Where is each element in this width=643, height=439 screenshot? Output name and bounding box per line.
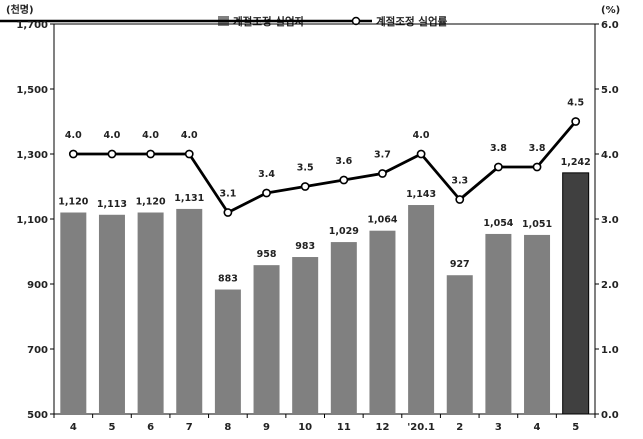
bar-data-label: 1,143 (406, 189, 436, 200)
line-point (339, 175, 349, 185)
bar-data-label: 983 (295, 241, 315, 252)
x-axis: 4 5 6 7 8 9 10 11 12 '20.1 2 3 4 5 (53, 414, 596, 433)
x-tick-label: 10 (298, 422, 312, 433)
left-tick-label: 1,300 (16, 150, 48, 161)
line-point (146, 149, 156, 159)
legend: 계절조정 실업자 계절조정 실업률 (0, 15, 448, 28)
x-tick-label: 2 (456, 422, 463, 433)
bar (485, 233, 512, 414)
line-data-label: 3.8 (490, 143, 507, 154)
right-axis: 0.0 1.0 2.0 3.0 4.0 5.0 6.0 (595, 20, 619, 421)
bar-data-label: 1,054 (483, 218, 513, 229)
right-tick-label: 1.0 (601, 345, 619, 356)
line-data-label: 3.3 (451, 176, 468, 187)
bar (562, 172, 590, 415)
line-data-label: 4.5 (567, 98, 584, 109)
right-axis-unit: (%) (601, 5, 620, 16)
legend-line-label: 계절조정 실업률 (376, 15, 448, 28)
right-tick-label: 2.0 (601, 280, 619, 291)
bar-data-label: 958 (257, 249, 277, 260)
plot-area (53, 23, 596, 415)
line-point (455, 195, 465, 204)
line-data-label: 3.5 (297, 163, 314, 174)
x-tick-label: 7 (186, 422, 193, 433)
bar (214, 289, 241, 414)
bar-data-label: 1,113 (97, 199, 127, 210)
x-tick-label: 4 (70, 422, 77, 433)
line-data-label: 4.0 (104, 130, 121, 141)
line-data-label: 3.8 (529, 143, 546, 154)
bar-data-label: 883 (218, 274, 238, 285)
bar (98, 214, 125, 414)
line-data-label: 3.1 (219, 189, 236, 200)
x-tick-label: 11 (337, 422, 351, 433)
bar (446, 275, 473, 414)
line-point (300, 182, 310, 191)
line-point (223, 208, 233, 217)
x-tick-label: 5 (572, 422, 579, 433)
right-tick-label: 5.0 (601, 85, 619, 96)
line-data-label: 4.0 (181, 130, 198, 141)
legend-line-marker (351, 16, 361, 26)
left-tick-label: 1,500 (16, 85, 48, 96)
right-tick-label: 3.0 (601, 215, 619, 226)
bar-data-label: 1,029 (329, 226, 359, 237)
bar (137, 212, 164, 414)
line-point (416, 149, 426, 159)
bar-data-label: 1,131 (174, 193, 204, 204)
bar-data-label: 1,064 (367, 215, 397, 226)
line-data-label: 3.7 (374, 150, 391, 161)
line-data-label: 4.0 (65, 130, 82, 141)
line-series (68, 117, 581, 217)
line-point (107, 149, 117, 159)
x-tick-label: 3 (495, 422, 502, 433)
x-tick-label: '20.1 (407, 422, 435, 433)
line-point (378, 169, 387, 178)
x-tick-label: 5 (108, 422, 115, 433)
line-point (262, 188, 271, 198)
bar (60, 212, 87, 414)
left-tick-label: 1,100 (16, 215, 48, 226)
right-tick-label: 6.0 (601, 20, 619, 31)
left-tick-label: 900 (27, 280, 48, 291)
line-path (73, 120, 577, 214)
line-point (184, 149, 194, 159)
bar (524, 234, 551, 414)
bar-data-label: 1,120 (136, 197, 166, 208)
bar-data-label: 927 (450, 259, 470, 270)
line-point (532, 162, 542, 172)
bar (330, 242, 357, 414)
x-tick-label: 6 (147, 422, 154, 433)
line-data-label: 3.4 (258, 169, 275, 180)
left-axis-unit: (천명) (6, 3, 34, 16)
bar-data-label: 1,120 (58, 197, 88, 208)
left-axis: 500 700 900 1,100 1,300 1,500 1,700 (16, 20, 54, 421)
bar (292, 257, 319, 414)
line-data-label: 4.0 (413, 130, 430, 141)
left-tick-label: 1,700 (16, 20, 48, 31)
right-tick-label: 0.0 (601, 410, 619, 421)
line-data-labels: 4.0 4.0 4.0 4.0 3.1 3.4 3.5 3.6 3.7 4.0 3.3 3.8 3.8 4… (65, 98, 584, 200)
bar-data-labels: 1,120 1,113 1,120 1,131 883 958 983 1,029 1,064 1… (58, 157, 590, 285)
bar (253, 265, 280, 414)
bar (176, 208, 203, 414)
x-tick-label: 4 (534, 422, 541, 433)
x-tick-label: 12 (376, 422, 390, 433)
line-data-label: 3.6 (335, 156, 352, 167)
left-tick-label: 500 (27, 410, 48, 421)
x-tick-label: 9 (263, 422, 270, 433)
left-tick-label: 700 (27, 345, 48, 356)
line-data-label: 4.0 (142, 130, 159, 141)
line-point (493, 162, 503, 172)
line-point (571, 117, 581, 126)
right-tick-label: 4.0 (601, 150, 619, 161)
bar-data-label: 1,051 (522, 219, 552, 230)
bar (408, 205, 435, 414)
x-tick-label: 8 (224, 422, 231, 433)
line-point (68, 149, 78, 159)
bar-data-label: 1,242 (561, 157, 591, 168)
bar (369, 230, 396, 414)
bar-series (60, 172, 590, 415)
